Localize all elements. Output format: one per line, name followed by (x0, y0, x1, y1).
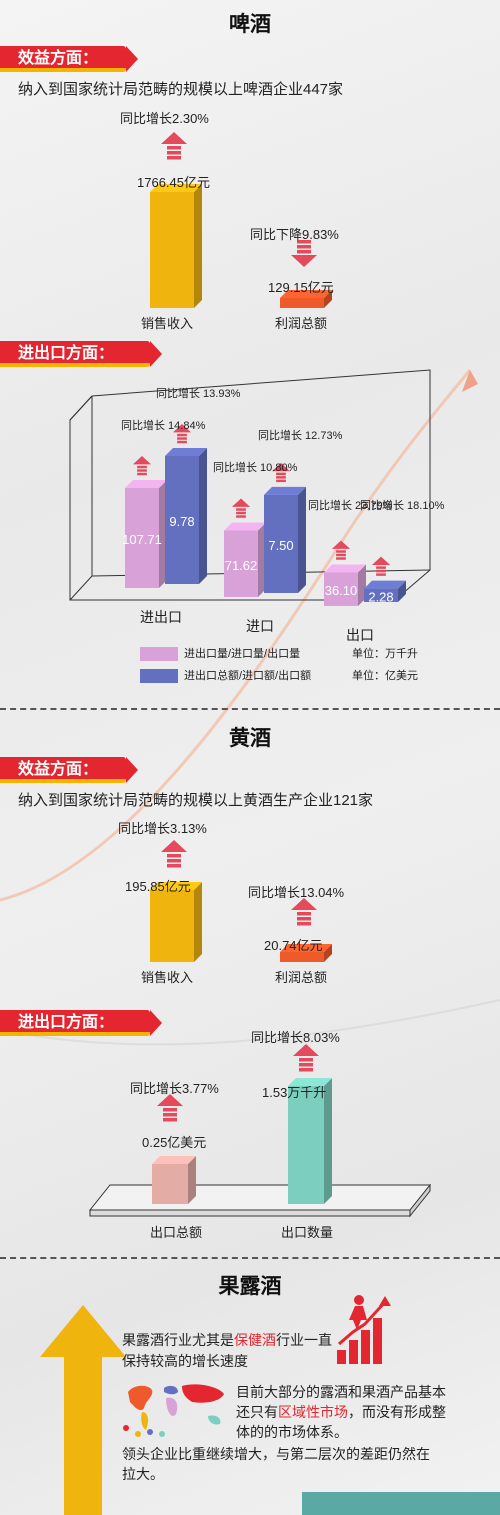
fruit-wine-text-3: 领头企业比重继续增大，与第二层次的差距仍然在拉大。 (122, 1446, 430, 1482)
value-arrow-2 (371, 556, 391, 576)
beer-export-chart: 107.71 9.78 71.62 7.50 36.10 2.28 (69, 369, 431, 606)
beer-section-title: 啤酒 (229, 13, 271, 36)
beer-sales-up-arrow (161, 132, 187, 160)
yellow-wine-scale-text: 纳入到国家统计局范畴的规模以上黄酒生产企业121家 (18, 792, 374, 809)
legend-value-swatch (140, 669, 178, 683)
yw-profit-category-label: 利润总额 (275, 970, 328, 985)
beer-profit-bar (280, 290, 332, 308)
yellow-wine-export-chart (88, 1044, 432, 1218)
yw-export-quantity-change-label: 同比增长8.03% (251, 1030, 340, 1045)
yw-export-quantity-arrow (293, 1044, 319, 1072)
legend-volume-unit: 单位：万千升 (352, 648, 418, 660)
legend-volume-swatch (140, 647, 178, 661)
yw-sales-up-arrow (161, 840, 187, 868)
value-bar-1 (264, 486, 306, 593)
yw-sales-category-label: 销售收入 (141, 970, 194, 985)
import-value-change: 同比增长 12.73% (258, 430, 343, 442)
beer-profit-down-arrow (291, 240, 317, 267)
growth-arrow-icon (40, 1305, 126, 1515)
yw-profit-bar (280, 944, 332, 962)
volume-bar-2 (324, 564, 366, 606)
import-export-volume-change: 同比增长 14.84% (121, 420, 206, 432)
yw-profit-up-arrow (291, 898, 317, 926)
value-value-1: 7.50 (268, 538, 293, 553)
yellow-wine-section-title: 黄酒 (229, 727, 271, 750)
legend-volume-label: 进出口量/进口量/出口量 (184, 648, 301, 660)
yw-export-quantity-value-label: 1.53万千升 (262, 1085, 327, 1100)
yw-export-quantity-category-label: 出口数量 (281, 1225, 334, 1240)
volume-bar-1 (224, 522, 266, 597)
fruit-wine-section-title: 果露酒 (218, 1275, 282, 1298)
export-volume-change: 同比增长 23.79% (308, 500, 393, 512)
volume-value-2: 36.10 (325, 583, 358, 598)
yw-profit-change-label: 同比增长13.04% (248, 885, 345, 900)
legend-value-unit: 单位：亿美元 (352, 670, 418, 682)
yw-export-quantity-bar (288, 1078, 332, 1204)
volume-arrow-0 (132, 456, 152, 476)
value-value-2: 2.28 (368, 589, 393, 604)
import-export-value-change: 同比增长 13.93% (156, 388, 241, 400)
beer-benefit-tag: 效益方面： (0, 46, 138, 72)
yw-sales-value-label: 195.85亿元 (125, 879, 191, 894)
volume-arrow-2 (331, 540, 351, 560)
yw-export-amount-change-label: 同比增长3.77% (130, 1081, 219, 1096)
world-map-icon (123, 1384, 224, 1437)
beer-sales-bar (150, 184, 202, 308)
section-divider-2 (0, 1257, 500, 1259)
yw-export-amount-bar (152, 1156, 196, 1204)
export-category-label: 出口 (346, 627, 374, 643)
yw-export-amount-arrow (157, 1094, 183, 1122)
volume-value-1: 71.62 (225, 558, 258, 573)
value-arrow-1 (271, 462, 291, 483)
import-volume-change: 同比增长 10.80% (213, 462, 298, 474)
yellow-wine-benefit-chart (150, 840, 332, 962)
beer-export-tag: 进出口方面： (0, 341, 162, 367)
yellow-wine-export-tag: 进出口方面： (0, 1010, 162, 1036)
yw-export-amount-category-label: 出口总额 (150, 1225, 203, 1240)
value-bar-0 (165, 448, 207, 584)
yellow-wine-benefit-tag: 效益方面： (0, 757, 138, 783)
fruit-wine-text-2: 目前大部分的露酒和果酒产品基本还只有区域性市场，而没有形成整体的的市场体系。 (236, 1384, 446, 1440)
beer-benefit-chart (150, 132, 332, 308)
fruit-wine-text-1: 果露酒行业尤其是保健酒行业一直保持较高的增长速度 (122, 1332, 332, 1369)
value-value-0: 9.78 (169, 514, 194, 529)
highlight-health-wine: 保健酒 (234, 1332, 276, 1348)
highlight-regional-market: 区域性市场 (278, 1404, 348, 1420)
beer-sales-value-label: 1766.45亿元 (137, 175, 210, 190)
yw-sales-change-label: 同比增长3.13% (118, 821, 207, 836)
import-category-label: 进口 (246, 618, 274, 634)
beer-sales-change-label: 同比增长2.30% (120, 111, 209, 126)
volume-value-0: 107.71 (122, 532, 162, 547)
beer-sales-category-label: 销售收入 (141, 316, 194, 331)
export-value-change: 同比增长 18.10% (360, 500, 445, 512)
businessman-growth-icon (337, 1295, 391, 1364)
yw-export-amount-value-label: 0.25亿美元 (142, 1135, 207, 1150)
yw-profit-value-label: 20.74亿元 (264, 938, 323, 953)
beer-profit-value-label: 129.15亿元 (268, 280, 334, 295)
section-divider (0, 708, 500, 710)
import-export-category-label: 进出口 (140, 609, 182, 625)
value-bar-2 (364, 580, 406, 602)
volume-arrow-1 (231, 498, 251, 518)
beer-profit-change-label: 同比下降9.83% (250, 227, 339, 242)
legend-value-label: 进出口总额/进口额/出口额 (184, 670, 312, 682)
beer-scale-text: 纳入到国家统计局范畴的规模以上啤酒企业447家 (18, 81, 344, 98)
corner-ribbon (302, 1492, 500, 1515)
yw-sales-bar (150, 882, 202, 962)
beer-profit-category-label: 利润总额 (275, 316, 328, 331)
value-arrow-0 (172, 424, 192, 444)
